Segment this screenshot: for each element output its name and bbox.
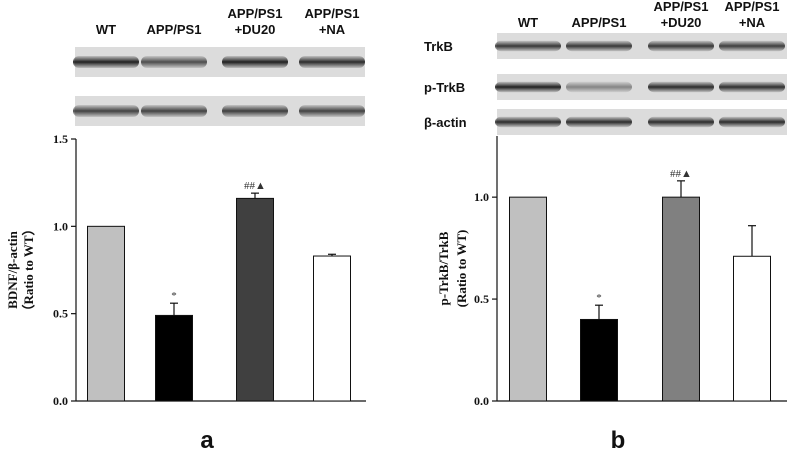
lane-label-line: +DU20: [235, 22, 276, 37]
blot-band: [73, 56, 139, 68]
blot-strip: [73, 96, 365, 126]
bar-2: [580, 318, 618, 402]
blot-band: [495, 116, 561, 128]
panel-letter-b: b: [611, 427, 626, 454]
y-tick-label: 1.5: [53, 132, 68, 146]
blot-band: [566, 81, 632, 93]
lane-label-line: +DU20: [661, 15, 702, 30]
bar-1: [509, 196, 547, 402]
blot-row-label: p-TrkB: [424, 80, 465, 95]
lane-label: APP/PS1 +DU20: [654, 0, 709, 30]
blot-row-label: TrkB: [424, 39, 453, 54]
blot-band: [73, 105, 139, 117]
blot-band: [719, 116, 785, 128]
lane-label-line: WT: [518, 15, 538, 30]
blot-band: [648, 116, 714, 128]
lane-label-line: APP/PS1: [228, 6, 283, 21]
panel-letter-a: a: [200, 427, 214, 454]
lane-label-line: APP/PS1: [654, 0, 709, 14]
lane-label: WT: [96, 22, 116, 37]
y-tick-label: 1.0: [53, 219, 68, 233]
blot-strip: [495, 33, 787, 59]
lane-label: APP/PS1 +DU20: [228, 6, 283, 37]
y-tick-label: 0.0: [474, 394, 489, 408]
bar-4: [313, 255, 351, 402]
y-tick-label: 0.5: [53, 307, 68, 321]
lane-label: APP/PS1 +NA: [305, 6, 360, 37]
significance-mark: ##▲: [670, 168, 692, 180]
blot-band: [566, 40, 632, 52]
plot-frame: 0.0 0.5 1.0 1.5: [53, 132, 366, 408]
blot-strip: [73, 47, 365, 77]
lane-label-line: +NA: [739, 15, 766, 30]
lane-label-line: +NA: [319, 22, 346, 37]
blot-band: [648, 40, 714, 52]
blot-band: [141, 56, 207, 68]
significance-mark: *: [171, 290, 177, 302]
significance-mark: ##▲: [244, 180, 266, 192]
significance-mark: *: [596, 292, 602, 304]
lane-label-line: APP/PS1: [572, 15, 627, 30]
bar-4: [733, 255, 771, 402]
blot-band: [141, 105, 207, 117]
blot-band: [222, 56, 288, 68]
blot-band: [495, 81, 561, 93]
blot-band: [719, 40, 785, 52]
lane-label: APP/PS1 +NA: [725, 0, 780, 30]
y-tick-label: 0.5: [474, 292, 489, 306]
y-axis-title: （Ratio to WT）: [21, 222, 36, 317]
blot-strip: [495, 74, 787, 100]
blot-band: [299, 105, 365, 117]
blot-row-label: β-actin: [424, 115, 467, 130]
blot-band: [648, 81, 714, 93]
lane-label-line: APP/PS1: [147, 22, 202, 37]
blot-band: [299, 56, 365, 68]
lane-label: APP/PS1: [572, 15, 627, 30]
blot-band: [719, 81, 785, 93]
y-axis-title: p-TrkB/TrkB: [436, 231, 451, 305]
bar-1: [87, 225, 125, 402]
blot-strip: [495, 109, 787, 135]
bar-3: [662, 196, 700, 402]
lane-label: APP/PS1: [147, 22, 202, 37]
bars: * ##▲: [87, 180, 351, 402]
lane-label-line: APP/PS1: [725, 0, 780, 14]
y-tick-label: 0.0: [53, 394, 68, 408]
blot-band: [566, 116, 632, 128]
bar-2: [155, 314, 193, 402]
y-tick-label: 1.0: [474, 190, 489, 204]
y-axis-title: (Ratio to WT): [454, 230, 469, 308]
blot-band: [222, 105, 288, 117]
lane-label: WT: [518, 15, 538, 30]
bars: * ##▲: [509, 168, 771, 402]
lane-label-line: WT: [96, 22, 116, 37]
bar-3: [236, 197, 274, 402]
y-axis-title: BDNF/β-actin: [5, 230, 20, 308]
lane-label-line: APP/PS1: [305, 6, 360, 21]
blot-band: [495, 40, 561, 52]
